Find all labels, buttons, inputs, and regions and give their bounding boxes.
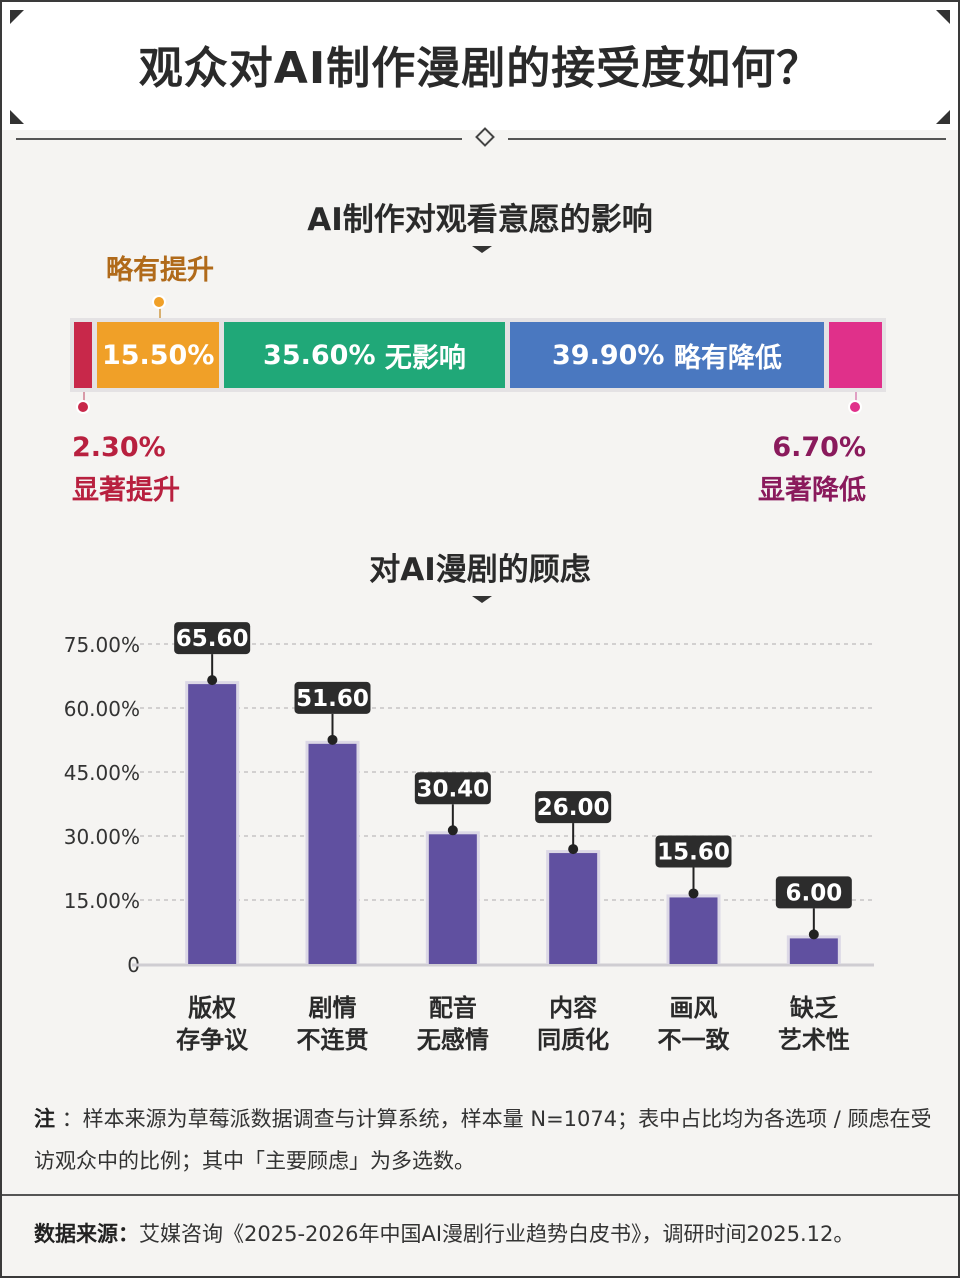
segment-value: 15.50% (101, 339, 215, 371)
bar (428, 834, 477, 964)
divider (508, 138, 946, 140)
segment-name: 无影响 (384, 342, 466, 374)
marker-dot (152, 295, 166, 309)
value-label-box (174, 622, 251, 655)
bar (669, 897, 718, 964)
label-dot (207, 675, 218, 686)
corner-mark (10, 10, 24, 24)
slight-up-label: 略有提升 (106, 255, 214, 286)
segment-name: 略有降低 (673, 342, 782, 374)
y-tick-label: 30.00% (64, 825, 140, 849)
x-tick-label: 剧情 (309, 994, 357, 1022)
significant-up-label: 显著提升 (72, 475, 180, 506)
divider (2, 1194, 958, 1196)
value-label-box (655, 835, 732, 868)
significant-down-label: 显著降低 (758, 475, 866, 506)
bar-chart-title: 对AI漫剧的顾虑 (369, 552, 591, 588)
segment-significant-up (74, 322, 93, 388)
source-text: 艾媒咨询《2025-2026年中国AI漫剧行业趋势白皮书》，调研时间2025.1… (139, 1222, 855, 1246)
data-source: 数据来源：艾媒咨询《2025-2026年中国AI漫剧行业趋势白皮书》，调研时间2… (34, 1218, 944, 1248)
x-tick-label: 画风 (670, 994, 718, 1022)
label-dot (808, 929, 819, 940)
label-dot (327, 734, 338, 745)
segment-slight-down: 39.90% 略有降低 (509, 322, 825, 388)
label-dot (688, 888, 699, 899)
bar (308, 743, 357, 964)
note-text: ：样本来源为草莓派数据调查与计算系统，样本量 N=1074；表中占比均为各选项 … (34, 1107, 932, 1173)
footnote: 注 ：样本来源为草莓派数据调查与计算系统，样本量 N=1074；表中占比均为各选… (34, 1098, 934, 1182)
x-tick-label: 版权 (188, 994, 236, 1022)
diamond-ornament (475, 127, 495, 147)
value-label: 65.60 (176, 626, 249, 652)
segment-significant-down (829, 322, 882, 388)
stacked-chart-title: AI制作对观看意愿的影响 (307, 202, 653, 238)
value-label: 51.60 (296, 686, 369, 712)
divider (16, 138, 462, 140)
x-tick-label: 缺乏 (790, 994, 838, 1022)
segment-value: 35.60% (263, 339, 376, 371)
segment-no-effect: 35.60% 无影响 (224, 322, 505, 388)
page-title: 观众对AI制作漫剧的接受度如何？ (138, 43, 822, 94)
bar (188, 684, 237, 964)
leader-line (159, 302, 161, 318)
bar (549, 853, 598, 964)
significant-up-value: 2.30% (72, 432, 166, 463)
x-tick-label: 同质化 (537, 1026, 609, 1054)
x-tick-label: 艺术性 (778, 1026, 850, 1054)
corner-mark (936, 10, 950, 24)
value-label-box (535, 791, 612, 824)
value-label-box (775, 876, 852, 909)
value-label: 30.40 (416, 776, 489, 802)
y-tick-label: 75.00% (64, 633, 140, 657)
stacked-bar: 15.50% 35.60% 无影响 39.90% 略有降低 (70, 318, 886, 392)
bar-chart: 015.00%30.00%45.00%60.00%75.00% 65.60版权存争… (64, 622, 874, 1054)
x-tick-label: 存争议 (176, 1026, 249, 1054)
value-label: 6.00 (785, 880, 842, 906)
value-label: 26.00 (537, 795, 610, 821)
marker-dot (848, 400, 862, 414)
caret-down-icon (472, 596, 492, 603)
label-dot (447, 825, 458, 836)
y-tick-label: 15.00% (64, 889, 140, 913)
caret-down-icon (472, 246, 492, 253)
label-dot (568, 844, 579, 855)
marker-dot (76, 400, 90, 414)
segment-slight-up: 15.50% (97, 322, 220, 388)
x-tick-label: 配音 (429, 994, 477, 1022)
source-label: 数据来源： (34, 1222, 139, 1246)
x-tick-label: 无感情 (417, 1026, 489, 1054)
value-label-box (294, 681, 371, 714)
segment-value: 39.90% (552, 339, 665, 371)
note-label: 注 (34, 1107, 55, 1131)
bar (789, 938, 838, 964)
corner-mark (936, 110, 950, 124)
value-label: 15.60 (657, 839, 730, 865)
y-tick-label: 45.00% (64, 761, 140, 785)
x-tick-label: 内容 (549, 994, 597, 1022)
x-tick-label: 不一致 (658, 1026, 731, 1054)
corner-mark (10, 110, 24, 124)
y-tick-label: 60.00% (64, 697, 140, 721)
header: 观众对AI制作漫剧的接受度如何？ (2, 2, 958, 130)
value-label-box (414, 772, 491, 805)
x-tick-label: 不连贯 (297, 1026, 369, 1054)
significant-down-value: 6.70% (772, 432, 866, 463)
